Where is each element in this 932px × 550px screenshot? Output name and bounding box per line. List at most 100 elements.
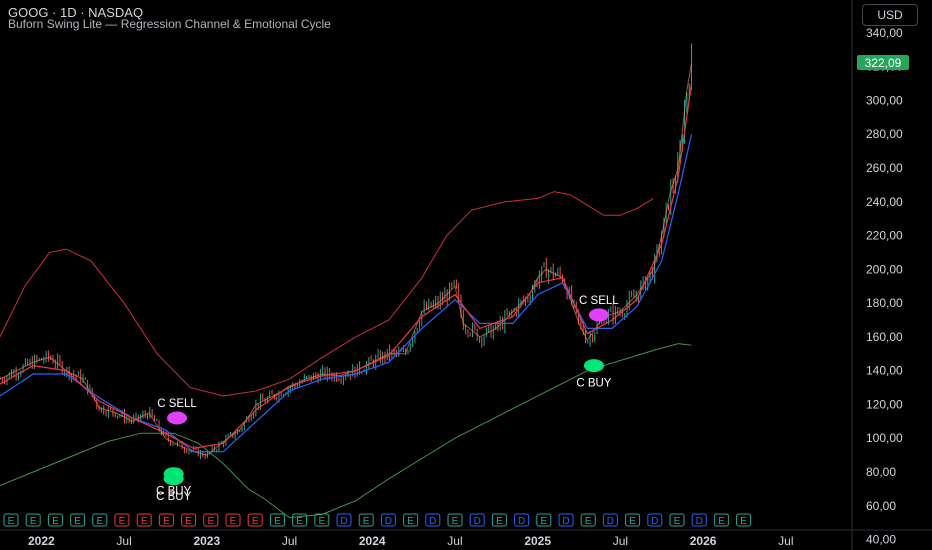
earnings-marker[interactable] <box>580 513 596 527</box>
earnings-marker[interactable] <box>47 513 63 527</box>
event-marker-letter: E <box>407 516 414 527</box>
y-tick-label: 260,00 <box>866 161 903 175</box>
event-marker-letter: E <box>119 516 126 527</box>
event-marker-letter: E <box>674 516 681 527</box>
event-marker-letter: D <box>562 516 569 527</box>
x-tick-label: 2022 <box>28 534 55 548</box>
earnings-marker[interactable] <box>203 513 219 527</box>
y-tick-label: 40,00 <box>866 533 896 547</box>
dividend-marker[interactable] <box>514 513 530 527</box>
dividend-marker[interactable] <box>602 513 618 527</box>
y-tick-label: 100,00 <box>866 431 903 445</box>
buy-signal-label: C BUY <box>156 491 191 503</box>
symbol-title[interactable]: GOOG · 1D · NASDAQ <box>8 5 144 20</box>
dividend-marker[interactable] <box>691 513 707 527</box>
x-tick-label: Jul <box>282 534 297 548</box>
fast-ma-line <box>0 83 693 450</box>
event-marker-letter: E <box>740 516 747 527</box>
y-tick-label: 200,00 <box>866 262 903 276</box>
sell-signal-marker <box>167 411 188 425</box>
event-marker-letter: E <box>74 516 81 527</box>
earnings-marker[interactable] <box>269 513 285 527</box>
earnings-marker[interactable] <box>225 513 241 527</box>
price-line <box>0 63 692 456</box>
buy-signal-label: C BUY <box>156 486 191 498</box>
y-tick-label: 180,00 <box>866 296 903 310</box>
event-marker-letter: E <box>52 516 59 527</box>
earnings-marker[interactable] <box>713 513 729 527</box>
sell-signal-label: C SELL <box>579 295 619 307</box>
earnings-marker[interactable] <box>447 513 463 527</box>
event-marker-letter: D <box>429 516 436 527</box>
earnings-marker[interactable] <box>247 513 263 527</box>
buy-signal-marker <box>163 472 184 486</box>
x-tick-label: Jul <box>116 534 131 548</box>
x-tick-label: Jul <box>447 534 462 548</box>
earnings-marker[interactable] <box>669 513 685 527</box>
earnings-marker[interactable] <box>292 513 308 527</box>
event-marker-letter: D <box>340 516 347 527</box>
x-tick-label: Jul <box>613 534 628 548</box>
dividend-marker[interactable] <box>380 513 396 527</box>
y-tick-label: 300,00 <box>866 93 903 107</box>
earnings-marker[interactable] <box>70 513 86 527</box>
event-marker-letter: D <box>385 516 392 527</box>
y-tick-label: 220,00 <box>866 229 903 243</box>
y-tick-label: 140,00 <box>866 364 903 378</box>
price-series <box>0 43 693 460</box>
y-tick-label: 340,00 <box>866 26 903 40</box>
y-tick-label: 240,00 <box>866 195 903 209</box>
event-marker-letter: E <box>296 516 303 527</box>
earnings-marker[interactable] <box>536 513 552 527</box>
event-marker-letter: E <box>718 516 725 527</box>
x-tick-label: 2023 <box>193 534 220 548</box>
earnings-marker[interactable] <box>114 513 130 527</box>
earnings-marker[interactable] <box>314 513 330 527</box>
event-marker-letter: E <box>274 516 281 527</box>
x-axis: 2022 Jul 2023 Jul 2024 Jul 2025 Jul 2026 Jul <box>28 534 793 548</box>
dividend-marker[interactable] <box>647 513 663 527</box>
indicator-title[interactable]: Buforn Swing Lite — Regression Channel &… <box>8 17 331 31</box>
y-tick-label: 120,00 <box>866 397 903 411</box>
y-tick-label: 280,00 <box>866 127 903 141</box>
currency-button[interactable]: USD <box>862 4 918 26</box>
regression-channel-upper <box>0 191 654 397</box>
earnings-marker[interactable] <box>403 513 419 527</box>
earnings-marker[interactable] <box>491 513 507 527</box>
buy-signal-marker <box>583 359 604 373</box>
x-tick-label: 2025 <box>524 534 551 548</box>
slow-ma-line <box>0 134 693 453</box>
dividend-marker[interactable] <box>425 513 441 527</box>
earnings-marker[interactable] <box>158 513 174 527</box>
dividend-marker[interactable] <box>336 513 352 527</box>
earnings-marker[interactable] <box>136 513 152 527</box>
x-tick-label: Jul <box>778 534 793 548</box>
event-marker-letter: E <box>163 516 170 527</box>
earnings-marker[interactable] <box>25 513 41 527</box>
earnings-marker[interactable] <box>625 513 641 527</box>
event-marker-letter: E <box>452 516 459 527</box>
x-tick-label: 2026 <box>690 534 717 548</box>
slow-moving-average <box>0 134 693 453</box>
event-marker-letter: E <box>185 516 192 527</box>
event-marker-letter: E <box>207 516 214 527</box>
earnings-marker[interactable] <box>92 513 108 527</box>
event-marker-letter: E <box>141 516 148 527</box>
last-price-label: 322,09 <box>857 55 909 70</box>
fast-moving-average <box>0 83 693 450</box>
event-marker-letter: E <box>318 516 325 527</box>
dividend-marker[interactable] <box>558 513 574 527</box>
earnings-marker[interactable] <box>181 513 197 527</box>
x-tick-label: 2024 <box>359 534 386 548</box>
event-marker-letter: E <box>629 516 636 527</box>
y-tick-label: 80,00 <box>866 465 896 479</box>
buy-signal-label: C BUY <box>576 378 611 390</box>
event-marker-letter: D <box>696 516 703 527</box>
earnings-marker[interactable] <box>3 513 19 527</box>
earnings-marker[interactable] <box>358 513 374 527</box>
event-marker-letter: D <box>651 516 658 527</box>
dividend-marker[interactable] <box>469 513 485 527</box>
earnings-marker[interactable] <box>736 513 752 527</box>
